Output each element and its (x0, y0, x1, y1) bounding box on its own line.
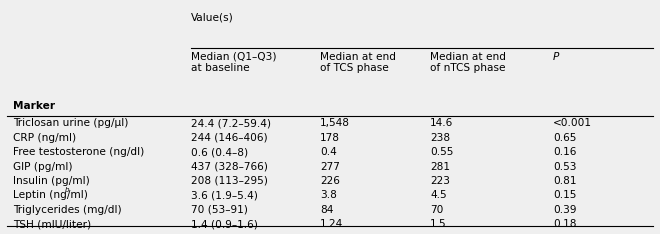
Text: 0.16: 0.16 (553, 147, 577, 157)
Text: 3.6 (1.9–5.4): 3.6 (1.9–5.4) (191, 190, 258, 201)
Text: 0.81: 0.81 (553, 176, 577, 186)
Text: 238: 238 (430, 133, 450, 143)
Text: 1.4 (0.9–1.6): 1.4 (0.9–1.6) (191, 219, 258, 229)
Text: 437 (328–766): 437 (328–766) (191, 161, 268, 172)
Text: 84: 84 (320, 205, 334, 215)
Text: 178: 178 (320, 133, 341, 143)
Text: Triglycerides (mg/dl): Triglycerides (mg/dl) (13, 205, 121, 215)
Text: Marker: Marker (13, 101, 55, 111)
Text: 4.5: 4.5 (430, 190, 447, 201)
Text: 3.8: 3.8 (320, 190, 337, 201)
Text: 0.18: 0.18 (553, 219, 577, 229)
Text: CRP (ng/ml): CRP (ng/ml) (13, 133, 76, 143)
Text: 208 (113–295): 208 (113–295) (191, 176, 268, 186)
Text: Value(s): Value(s) (191, 13, 234, 23)
Text: GIP (pg/ml): GIP (pg/ml) (13, 161, 73, 172)
Text: Leptin (ng/ml): Leptin (ng/ml) (13, 190, 88, 201)
Text: 24.4 (7.2–59.4): 24.4 (7.2–59.4) (191, 118, 271, 128)
Text: 0.6 (0.4–8): 0.6 (0.4–8) (191, 147, 248, 157)
Text: b: b (65, 187, 69, 194)
Text: 0.53: 0.53 (553, 161, 577, 172)
Text: 14.6: 14.6 (430, 118, 453, 128)
Text: 0.55: 0.55 (430, 147, 453, 157)
Text: <0.001: <0.001 (553, 118, 592, 128)
Text: 0.15: 0.15 (553, 190, 577, 201)
Text: 223: 223 (430, 176, 450, 186)
Text: 0.4: 0.4 (320, 147, 337, 157)
Text: 1.5: 1.5 (430, 219, 447, 229)
Text: 244 (146–406): 244 (146–406) (191, 133, 267, 143)
Text: 1.24: 1.24 (320, 219, 344, 229)
Text: 277: 277 (320, 161, 340, 172)
Text: P: P (553, 52, 560, 62)
Text: Median at end
of nTCS phase: Median at end of nTCS phase (430, 52, 506, 73)
Text: 281: 281 (430, 161, 450, 172)
Text: 0.65: 0.65 (553, 133, 577, 143)
Text: 70 (53–91): 70 (53–91) (191, 205, 248, 215)
Text: TSH (mIU/liter): TSH (mIU/liter) (13, 219, 91, 229)
Text: Triclosan urine (pg/μl): Triclosan urine (pg/μl) (13, 118, 129, 128)
Text: 1,548: 1,548 (320, 118, 350, 128)
Text: 226: 226 (320, 176, 340, 186)
Text: 70: 70 (430, 205, 444, 215)
Text: Median (Q1–Q3)
at baseline: Median (Q1–Q3) at baseline (191, 52, 277, 73)
Text: Median at end
of TCS phase: Median at end of TCS phase (320, 52, 396, 73)
Text: Free testosterone (ng/dl): Free testosterone (ng/dl) (13, 147, 145, 157)
Text: Insulin (pg/ml): Insulin (pg/ml) (13, 176, 90, 186)
Text: 0.39: 0.39 (553, 205, 577, 215)
